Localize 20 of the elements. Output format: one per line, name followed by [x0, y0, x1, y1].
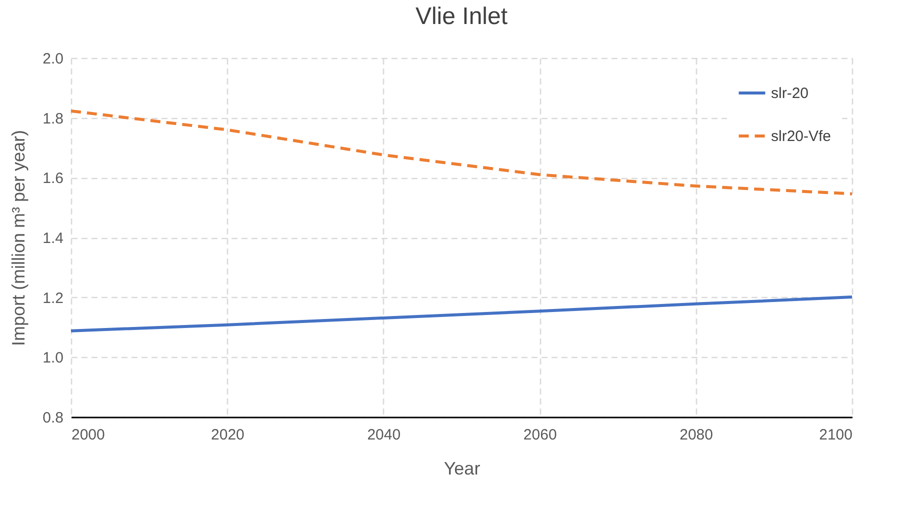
x-tick-label: 2060	[523, 426, 557, 444]
y-tick-label: 1.4	[42, 230, 64, 247]
y-tick-label: 0.8	[42, 410, 64, 426]
x-tick-label: 2040	[367, 426, 401, 444]
y-tick-label: 2.0	[42, 50, 64, 68]
legend-label: slr-20	[771, 85, 809, 102]
y-tick-label: 1.0	[42, 350, 64, 367]
x-tick-label: 2020	[211, 426, 244, 444]
line-series	[70, 109, 854, 196]
x-axis-title: Year	[444, 458, 480, 478]
x-tick-label: 2000	[72, 426, 105, 444]
line-series	[70, 296, 854, 332]
x-tick-label: 2080	[680, 426, 713, 444]
y-tick-label: 1.8	[42, 110, 64, 128]
chart-title: Vlie Inlet	[415, 3, 508, 30]
y-tick-label: 1.2	[42, 290, 64, 307]
x-tick-label: 2100	[819, 426, 852, 444]
y-tick-label: 1.6	[42, 170, 64, 188]
y-axis-title: Import (million m³ per year)	[8, 130, 29, 346]
legend-label: slr20-Vfe	[771, 128, 832, 145]
